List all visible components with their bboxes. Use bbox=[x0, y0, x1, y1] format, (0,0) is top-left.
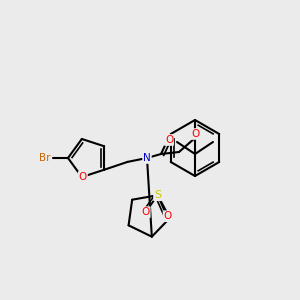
Text: S: S bbox=[154, 190, 161, 200]
Text: O: O bbox=[79, 172, 87, 182]
Text: O: O bbox=[191, 129, 199, 139]
Text: Br: Br bbox=[39, 153, 51, 163]
Text: O: O bbox=[164, 211, 172, 221]
Text: N: N bbox=[143, 153, 151, 163]
Text: O: O bbox=[142, 207, 150, 217]
Text: O: O bbox=[165, 135, 173, 145]
